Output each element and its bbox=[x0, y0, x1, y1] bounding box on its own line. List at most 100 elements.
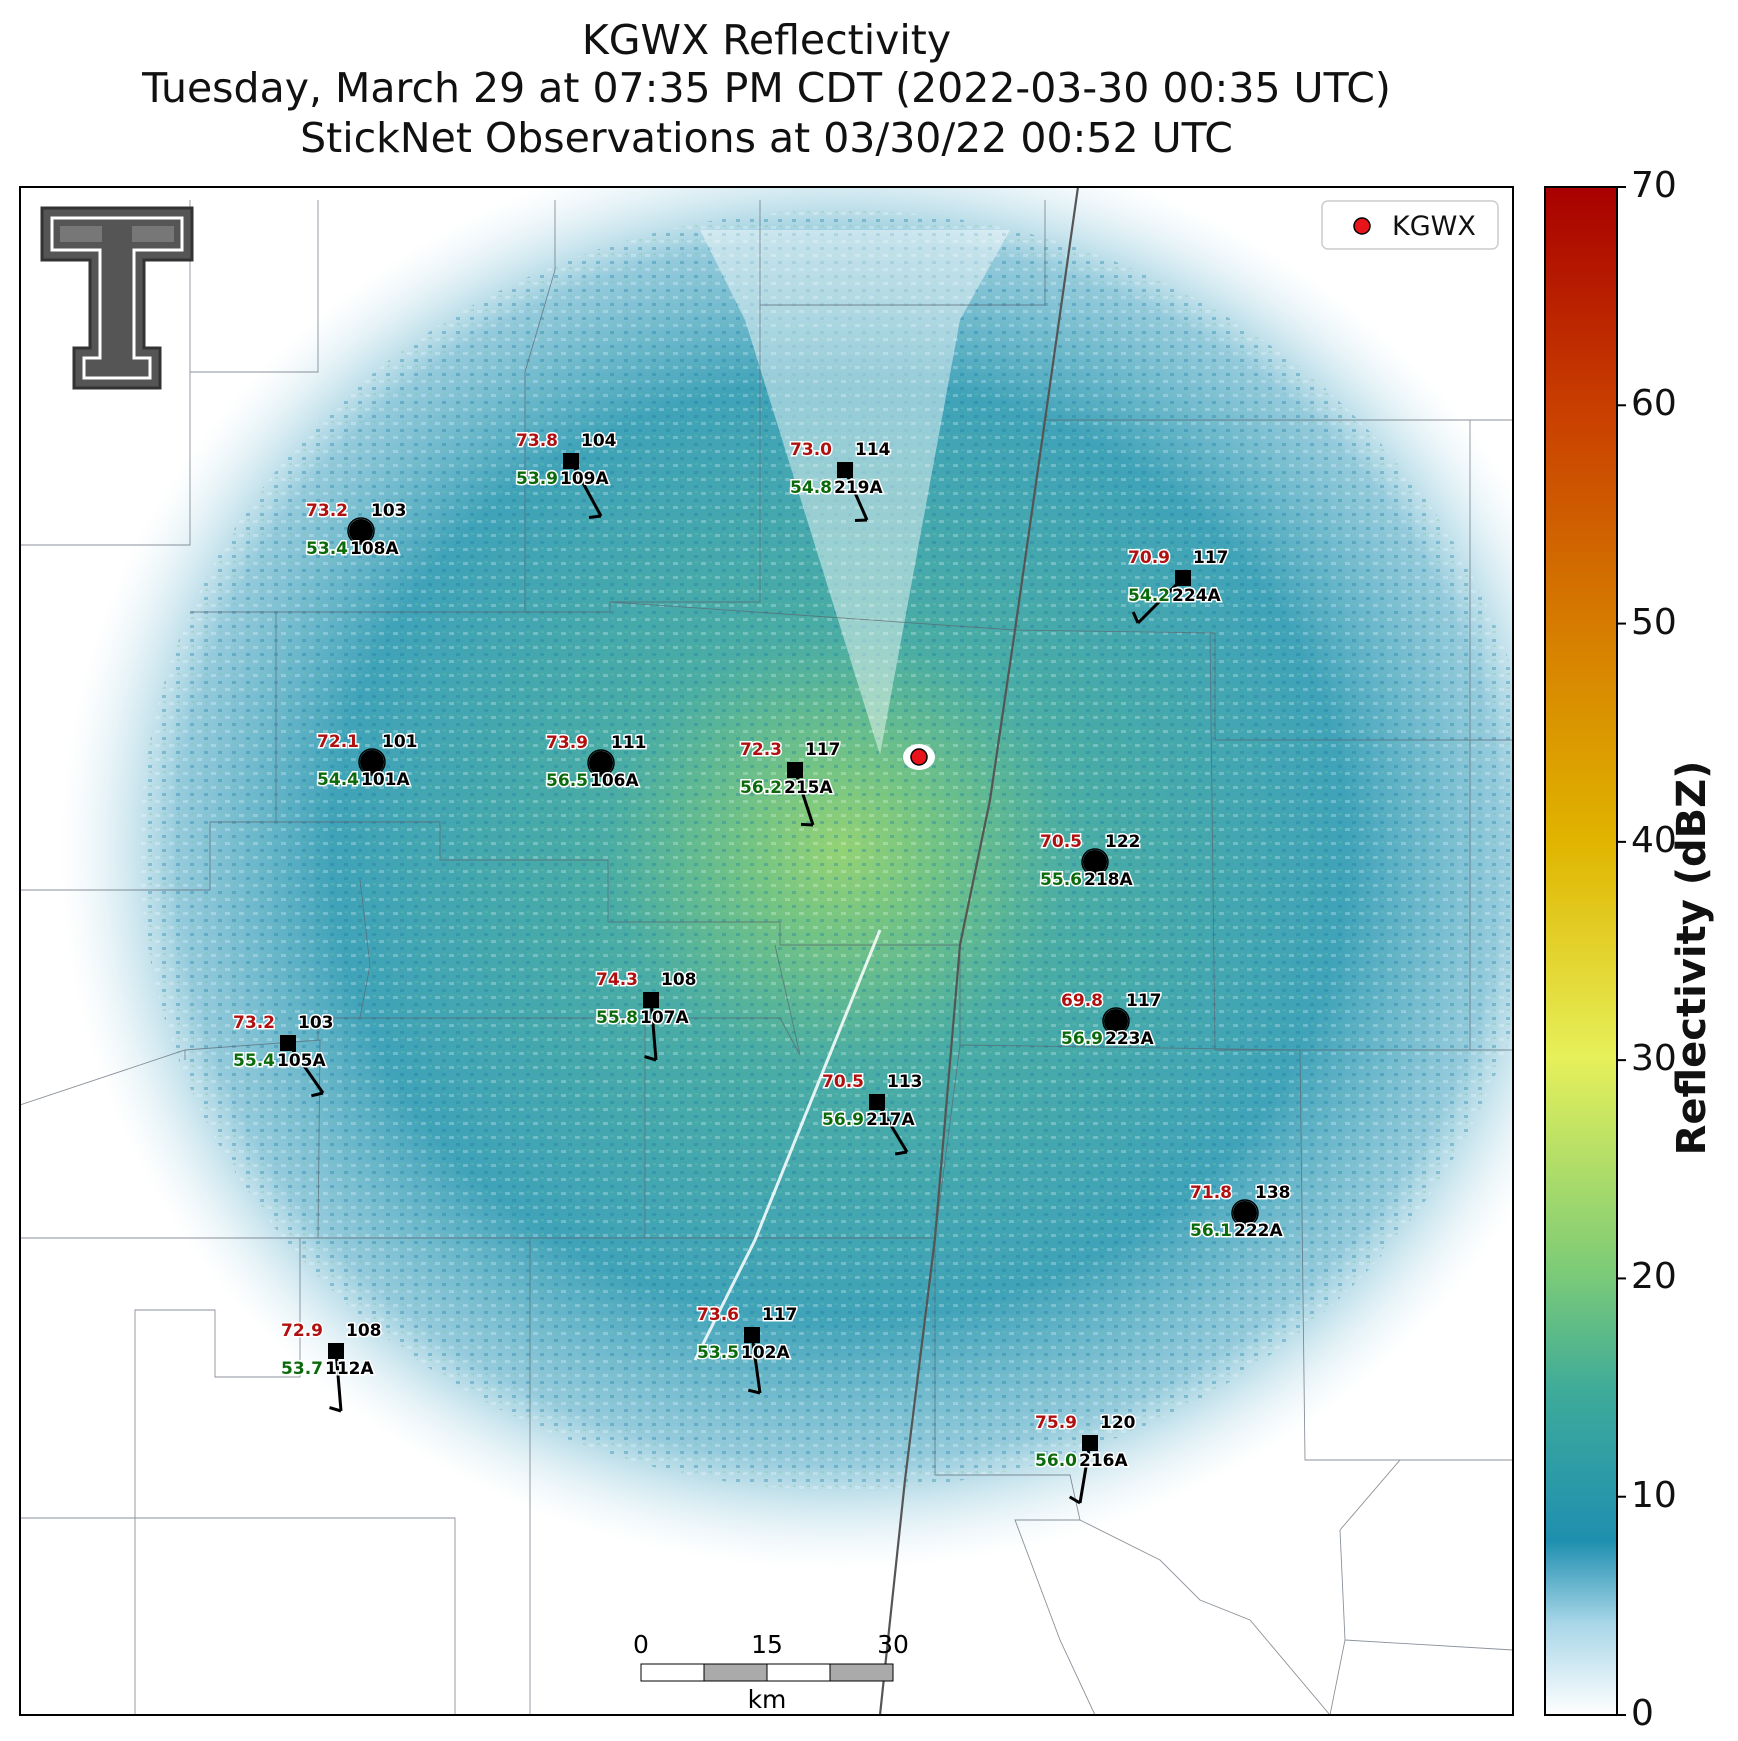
colorbar-tick-label: 0 bbox=[1631, 1693, 1654, 1734]
wind-barb-flag bbox=[329, 1406, 342, 1413]
calm-wind-marker bbox=[589, 751, 613, 775]
station-109A: 73.8 104 53.9 109A bbox=[515, 430, 618, 520]
colorbar-tick-label: 50 bbox=[1631, 601, 1677, 643]
colorbar-tick-label: 70 bbox=[1631, 165, 1677, 206]
wind-barb-flag bbox=[894, 1150, 908, 1156]
temperature-label: 70.5 bbox=[822, 1072, 864, 1092]
temperature-label: 69.8 bbox=[1061, 991, 1103, 1011]
calm-wind-marker bbox=[360, 750, 384, 774]
station-id-label: 108 bbox=[661, 970, 697, 990]
calm-wind-marker bbox=[1104, 1009, 1128, 1033]
radar-site-kgwx bbox=[903, 744, 935, 770]
station-marker bbox=[1082, 1435, 1098, 1451]
station-id-label: 104 bbox=[581, 431, 617, 451]
station-sub-id-label: 112A bbox=[325, 1359, 374, 1379]
dewpoint-label: 53.5 bbox=[697, 1343, 739, 1363]
temperature-label: 71.8 bbox=[1190, 1183, 1232, 1203]
wind-barb bbox=[750, 1334, 762, 1394]
station-marker bbox=[1175, 570, 1191, 586]
calm-wind-ring bbox=[347, 517, 375, 545]
temperature-label: 72.3 bbox=[740, 740, 782, 760]
temperature-label: 70.5 bbox=[1040, 832, 1082, 852]
station-id-label: 122 bbox=[1105, 832, 1141, 852]
station-105A: 73.2 103 55.4 105A bbox=[232, 1012, 335, 1098]
station-id-label: 108 bbox=[346, 1321, 382, 1341]
temperature-label: 73.8 bbox=[516, 431, 558, 451]
station-sub-id-label: 218A bbox=[1084, 870, 1133, 890]
station-id-label: 103 bbox=[371, 501, 407, 521]
station-112A: 72.9 108 53.7 112A bbox=[280, 1320, 383, 1413]
dewpoint-label: 53.4 bbox=[306, 539, 348, 559]
dewpoint-label: 56.2 bbox=[740, 778, 782, 798]
calm-wind-ring bbox=[358, 748, 386, 776]
dewpoint-label: 56.9 bbox=[822, 1110, 864, 1130]
station-107A: 74.3 108 55.8 107A bbox=[595, 969, 698, 1062]
stations-layer: 73.8 104 53.9 109A 73.0 114 54.8 219A 73.2 103 53.… bbox=[232, 430, 1292, 1505]
dewpoint-label: 55.4 bbox=[233, 1051, 275, 1071]
temperature-label: 73.2 bbox=[233, 1013, 275, 1033]
station-id-label: 113 bbox=[887, 1072, 923, 1092]
calm-wind-marker bbox=[1233, 1201, 1257, 1225]
wind-barb-flag bbox=[588, 514, 602, 520]
wind-barb bbox=[569, 460, 603, 517]
scale-bar: 0 15 30 km bbox=[633, 1630, 909, 1714]
state-line bbox=[878, 187, 1080, 1715]
dewpoint-label: 54.8 bbox=[790, 478, 832, 498]
station-219A: 73.0 114 54.8 219A bbox=[789, 439, 892, 523]
legend-label: KGWX bbox=[1392, 211, 1476, 242]
station-id-label: 114 bbox=[855, 440, 891, 460]
wind-barb-flag bbox=[1131, 611, 1140, 624]
station-id-label: 117 bbox=[805, 740, 841, 760]
station-218A: 70.5 122 55.6 218A bbox=[1039, 831, 1142, 892]
station-sub-id-label: 109A bbox=[560, 469, 609, 489]
dewpoint-label: 55.6 bbox=[1040, 870, 1082, 890]
station-sub-id-label: 215A bbox=[784, 778, 833, 798]
station-marker bbox=[837, 462, 853, 478]
colorbar-tick-label: 60 bbox=[1631, 383, 1677, 425]
station-224A: 70.9 117 54.2 224A bbox=[1127, 547, 1230, 625]
station-216A: 75.9 120 56.0 216A bbox=[1034, 1412, 1137, 1505]
station-marker bbox=[328, 1343, 344, 1359]
station-sub-id-label: 108A bbox=[350, 539, 399, 559]
station-id-label: 117 bbox=[762, 1305, 798, 1325]
scale-tick-30: 30 bbox=[877, 1630, 909, 1659]
wind-barb-flag bbox=[800, 822, 814, 827]
legend: KGWX bbox=[1321, 200, 1499, 250]
wind-barb-flag bbox=[644, 1055, 657, 1062]
wind-barb bbox=[334, 1350, 343, 1412]
station-marker bbox=[787, 762, 803, 778]
wind-barb bbox=[286, 1042, 325, 1094]
station-sub-id-label: 102A bbox=[741, 1343, 790, 1363]
scale-tick-0: 0 bbox=[633, 1630, 649, 1659]
colorbar bbox=[1544, 186, 1626, 1716]
calm-wind-marker bbox=[349, 519, 373, 543]
station-222A: 71.8 138 56.1 222A bbox=[1189, 1182, 1292, 1243]
station-id-label: 103 bbox=[298, 1013, 334, 1033]
temperature-label: 70.9 bbox=[1128, 548, 1170, 568]
wind-barb-flag bbox=[1068, 1495, 1081, 1505]
colorbar-gradient bbox=[1544, 186, 1618, 1716]
calm-wind-ring bbox=[1081, 848, 1109, 876]
station-sub-id-label: 224A bbox=[1172, 586, 1221, 606]
wind-barb bbox=[1078, 1442, 1092, 1504]
calm-wind-marker bbox=[1083, 850, 1107, 874]
station-101A: 72.1 101 54.4 101A bbox=[316, 731, 419, 792]
wind-barb-flag bbox=[854, 518, 868, 523]
station-223A: 69.8 117 56.9 223A bbox=[1060, 990, 1163, 1051]
calm-wind-ring bbox=[1231, 1199, 1259, 1227]
station-marker bbox=[744, 1327, 760, 1343]
dewpoint-label: 55.8 bbox=[596, 1008, 638, 1028]
temperature-label: 72.9 bbox=[281, 1321, 323, 1341]
calm-wind-ring bbox=[587, 749, 615, 777]
station-sub-id-label: 106A bbox=[590, 771, 639, 791]
colorbar-tick-label: 40 bbox=[1631, 819, 1677, 861]
temperature-label: 75.9 bbox=[1035, 1413, 1077, 1433]
station-id-label: 138 bbox=[1255, 1183, 1291, 1203]
station-217A: 70.5 113 56.9 217A bbox=[821, 1071, 924, 1156]
texas-tech-logo bbox=[40, 206, 194, 390]
station-id-label: 111 bbox=[611, 733, 647, 753]
colorbar-title: Reflectivity (dBZ) bbox=[1669, 760, 1715, 1156]
scale-tick-15: 15 bbox=[751, 1630, 783, 1659]
calm-wind-ring bbox=[1102, 1007, 1130, 1035]
